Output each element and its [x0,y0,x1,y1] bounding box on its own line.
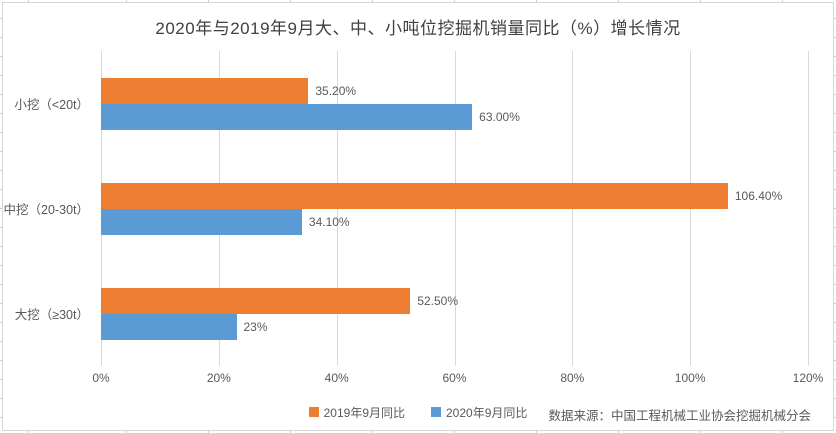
bar-2019年9月同比-中挖（20-30t） [101,182,728,209]
bar-2019年9月同比-小挖（<20t） [101,77,309,104]
gridline-40% [336,51,338,366]
x-tick-label: 0% [92,371,110,385]
bar-2019年9月同比-大挖（≥30t） [101,287,411,314]
bar-value-label: 106.40% [734,188,783,203]
category-label: 中挖（20-30t） [3,203,89,217]
category-label: 小挖（<20t） [14,98,89,112]
gridline-80% [572,51,574,366]
x-tick-label: 120% [792,371,824,385]
source-note: 数据来源：中国工程机械工业协会挖掘机械分会 [548,409,811,423]
gridline-120% [808,51,809,366]
category-band: 52.50% 23% [101,261,808,366]
x-tick-label: 80% [560,371,585,385]
legend-swatch-icon [308,407,319,417]
bar-value-label: 34.10% [308,214,350,229]
legend-swatch-icon [431,407,441,417]
legend: 2019年9月同比 2020年9月同比 [3,402,833,422]
category-label: 大挖（≥30t） [14,308,89,322]
category-band: 35.20% 63.00% [101,51,808,156]
gridline-60% [454,51,456,366]
chart-title: 2020年与2019年9月大、中、小吨位挖掘机销量同比（%）增长情况 [155,19,681,38]
bar-2020年9月同比-中挖（20-30t） [101,208,302,235]
x-tick-label: 60% [442,371,467,385]
bar-value-label: 52.50% [417,293,459,308]
x-tick-label: 100% [674,371,706,385]
bar-value-label: 23% [243,319,268,334]
value-axis: 0% 20% 40% 60% 80% 100% 120% [92,371,823,387]
plot-area: 35.20% 63.00% 106.40% 34.10% 52.50% 23% [101,51,809,366]
bar-2020年9月同比-大挖（≥30t） [101,313,237,340]
bar-2020年9月同比-小挖（<20t） [101,103,473,130]
legend-label: 2020年9月同比 [446,405,528,420]
category-axis: 小挖（<20t） 中挖（20-30t） 大挖（≥30t） [3,51,89,366]
x-tick-label: 20% [206,371,231,385]
bar-value-label: 35.20% [315,83,357,98]
bar-value-label: 63.00% [479,109,520,124]
legend-item-2019年9月同比: 2019年9月同比 [308,404,405,421]
x-tick-label: 40% [324,371,349,385]
category-band: 106.40% 34.10% [101,156,808,261]
legend-label: 2019年9月同比 [323,405,405,420]
gridline-100% [690,51,692,366]
legend-item-2020年9月同比: 2020年9月同比 [431,404,527,421]
